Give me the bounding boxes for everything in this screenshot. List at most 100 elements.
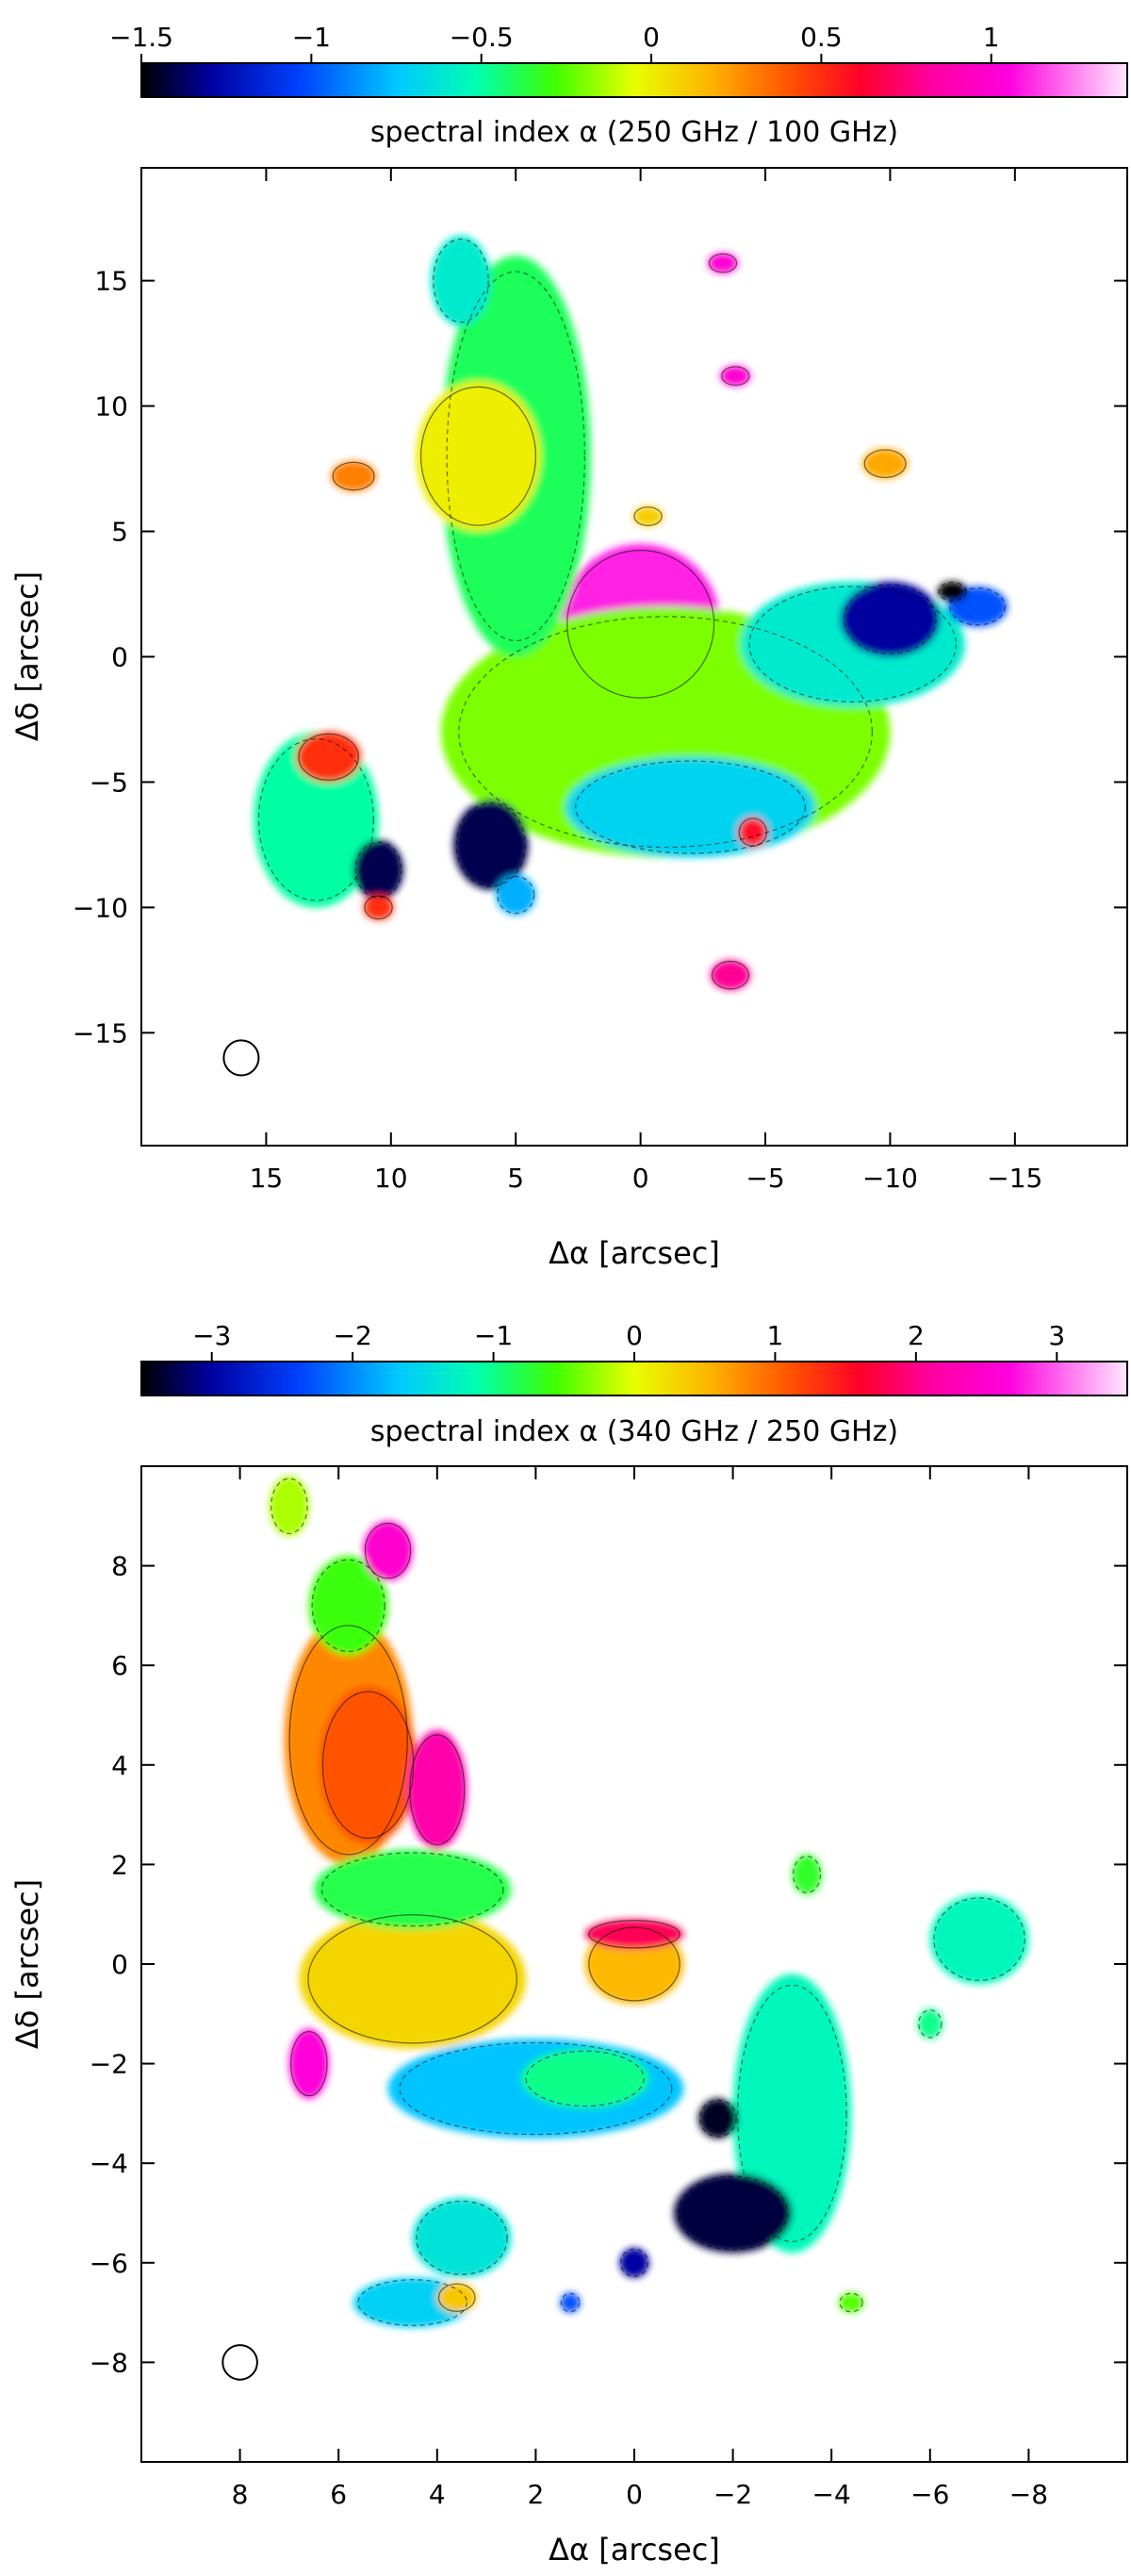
x-tick-label-2: 4 bbox=[429, 2479, 446, 2510]
colorbar-1-bar bbox=[140, 62, 1128, 98]
region-east-knot bbox=[331, 461, 376, 492]
colorbar-2-tick-label: −2 bbox=[334, 1320, 372, 1351]
region-northern-tip bbox=[431, 235, 491, 326]
contour-east-plateau bbox=[307, 1914, 517, 2044]
contour-northeast-arc bbox=[288, 1625, 408, 1856]
x-tick-label-2: −6 bbox=[910, 2479, 949, 2510]
plot-area-1: 15 10 5 0 −5 −10 −15 15 10 5 0 −5 −10 −15 bbox=[73, 167, 1128, 1194]
contour-north-hot-knot bbox=[364, 1523, 412, 1579]
region-west-knot bbox=[792, 1854, 822, 1895]
y-tick-label-2: 6 bbox=[111, 1650, 128, 1681]
contour-northeast-arc-edge bbox=[409, 1734, 466, 1846]
contour-north-ridge-peak bbox=[419, 386, 537, 526]
contour-southeast-clump-tip bbox=[364, 895, 393, 920]
x-tick-label-2: 2 bbox=[527, 2479, 544, 2510]
region-dark-hole-knot bbox=[697, 2098, 738, 2138]
y-tick-label-2: −4 bbox=[90, 2148, 128, 2179]
contour-east-knot bbox=[332, 461, 375, 491]
region-west-arm-edge bbox=[840, 581, 941, 657]
region-west-small-knot bbox=[917, 2008, 942, 2039]
region-southeast-clump-hot bbox=[436, 2282, 477, 2313]
colorbar-2-tick-label: 3 bbox=[1048, 1320, 1065, 1351]
contour-west-clump bbox=[933, 1897, 1025, 1981]
contour-southwest-tiny bbox=[839, 2292, 863, 2313]
contours-2 bbox=[270, 1478, 1025, 2326]
region-south-green-blob bbox=[496, 874, 536, 916]
contour-north-isolated-1 bbox=[708, 253, 738, 273]
colorbar-2: −3 −2 −1 0 1 2 3 spectral index α (340 GHz / 2… bbox=[140, 1320, 1128, 1448]
contour-east-plateau-north bbox=[320, 1852, 504, 1927]
y-tick-label-2: −8 bbox=[90, 2347, 128, 2378]
contour-center-knot bbox=[633, 506, 663, 526]
region-south-edge-hot bbox=[737, 817, 768, 848]
region-east-hot-knot bbox=[288, 2028, 329, 2099]
y-tick-label-1: 0 bbox=[111, 642, 128, 673]
contour-southeast-clump bbox=[416, 2200, 508, 2275]
contour-southwest-arm bbox=[737, 1984, 847, 2243]
region-north-ridge-peak bbox=[416, 381, 541, 532]
contour-south-dark-dot-1 bbox=[619, 2248, 649, 2277]
x-tick-label-2: −4 bbox=[812, 2479, 851, 2510]
contour-southeast-clump-2 bbox=[357, 2279, 467, 2326]
contour-southeast-clump-hot bbox=[298, 733, 359, 781]
contour-west-arm-edge bbox=[844, 584, 937, 654]
y-tick-label-2: −2 bbox=[90, 2049, 128, 2080]
contour-northwest-knot bbox=[863, 449, 907, 479]
region-west-knot-dark bbox=[937, 581, 968, 603]
region-south-arc-green bbox=[520, 2048, 649, 2109]
contour-south-green-blob bbox=[497, 875, 535, 915]
y-tick-label-1: −5 bbox=[90, 767, 128, 798]
x-tick-label-1: −10 bbox=[862, 1163, 918, 1194]
region-center-knot bbox=[632, 505, 664, 527]
contour-southeast-clump-dark bbox=[354, 841, 402, 899]
contour-west-small-knot bbox=[918, 2009, 942, 2039]
x-tick-label-2: −2 bbox=[713, 2479, 752, 2510]
region-north-isolated-2 bbox=[720, 366, 751, 387]
x-tick-label-1: 15 bbox=[250, 1163, 284, 1194]
region-southeast-clump-dark bbox=[353, 839, 404, 900]
region-north-hot-knot bbox=[363, 1521, 413, 1581]
contour-northeast-arc-core bbox=[321, 1691, 415, 1840]
panel-250-100: −1.5 −1 −0.5 0 0.5 1 spectral index α (250 GH… bbox=[9, 22, 1128, 1271]
contour-southwest-arm-dark bbox=[678, 2175, 788, 2251]
contour-south-lobe bbox=[575, 760, 806, 854]
region-south-edge-dark bbox=[453, 800, 529, 890]
contour-dark-hole-knot bbox=[699, 2099, 737, 2138]
contour-west-knot-dark bbox=[938, 581, 967, 602]
colorbar-1-tick-label: 1 bbox=[983, 22, 1000, 53]
y-tick-label-2: 0 bbox=[111, 1949, 128, 1980]
contours-1 bbox=[257, 239, 1006, 990]
region-south-dark-dot-2 bbox=[560, 2292, 581, 2313]
beam-marker-1 bbox=[222, 1039, 260, 1077]
emission-map-2 bbox=[269, 1476, 1029, 2328]
plot-area-2: 8 6 4 2 0 −2 −4 −6 −8 8 6 4 2 0 −2 −4 −6 −8 bbox=[90, 1465, 1128, 2510]
contour-east-hot-knot bbox=[289, 2030, 328, 2097]
panel-340-250: −3 −2 −1 0 1 2 3 spectral index α (340 GHz / 2… bbox=[9, 1320, 1128, 2568]
colorbar-1-tick-label: −1.5 bbox=[109, 22, 173, 53]
region-northeast-arc-core bbox=[319, 1685, 418, 1845]
y-axis-2: 8 6 4 2 0 −2 −4 −6 −8 bbox=[90, 1551, 1127, 2378]
colorbar-2-bar bbox=[140, 1361, 1128, 1396]
region-northeast-arc-edge bbox=[407, 1729, 467, 1850]
x-tick-label-2: 6 bbox=[330, 2479, 347, 2510]
region-south-lobe bbox=[566, 756, 815, 858]
region-southwest-arm-dark bbox=[673, 2172, 793, 2254]
contour-south-arc-green bbox=[525, 2050, 645, 2107]
colorbar-2-tick-label: 1 bbox=[767, 1320, 784, 1351]
x-axis-2: 8 6 4 2 0 −2 −4 −6 −8 bbox=[232, 1466, 1048, 2510]
colorbar-2-tick-label: −1 bbox=[474, 1320, 513, 1351]
contour-west-knot bbox=[949, 587, 1006, 626]
contour-central-plateau bbox=[458, 616, 873, 849]
beam-marker-2 bbox=[221, 2344, 258, 2381]
y-tick-label-2: 4 bbox=[111, 1750, 128, 1781]
x-tick-label-1: −15 bbox=[987, 1163, 1042, 1194]
contour-north-knot bbox=[270, 1478, 308, 1534]
x-tick-label-2: −8 bbox=[1009, 2479, 1048, 2510]
colorbar-1-tick-label: 0.5 bbox=[800, 22, 843, 53]
contour-south-edge-hot bbox=[738, 817, 768, 847]
colorbar-1-tick-label: −1 bbox=[292, 22, 331, 53]
region-southeast-clump-hot bbox=[296, 732, 362, 783]
y-tick-label-1: 5 bbox=[111, 517, 128, 548]
y-axis-title-2: Δδ [arcsec] bbox=[9, 1879, 45, 2049]
